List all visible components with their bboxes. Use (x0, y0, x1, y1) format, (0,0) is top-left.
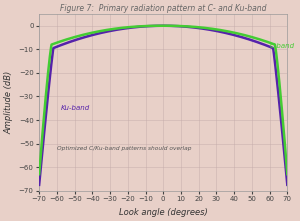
Title: Figure 7:  Primary radiation pattern at C- and Ku-band: Figure 7: Primary radiation pattern at C… (60, 4, 266, 13)
X-axis label: Look angle (degrees): Look angle (degrees) (119, 208, 208, 217)
Text: C-band: C-band (270, 43, 295, 49)
Text: Optimized C/Ku-band patterns should overlap: Optimized C/Ku-band patterns should over… (57, 146, 191, 151)
Text: Ku-band: Ku-band (60, 105, 90, 111)
Y-axis label: Amplitude (dB): Amplitude (dB) (4, 71, 13, 134)
